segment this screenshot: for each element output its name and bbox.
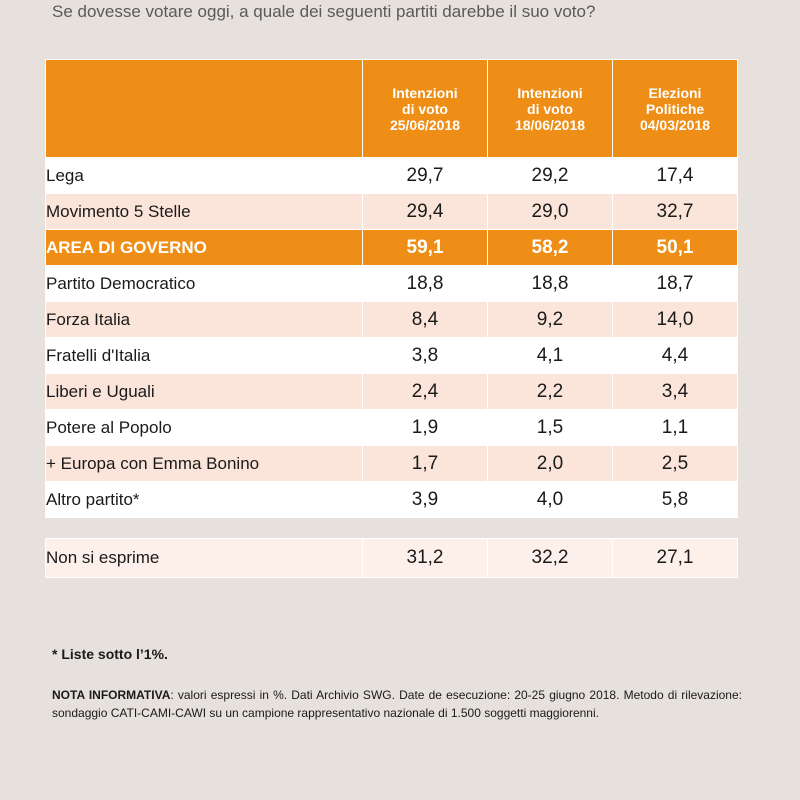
footnote: * Liste sotto l’1%. [52, 646, 168, 662]
value-cell: 2,0 [487, 445, 613, 482]
value-cell: 18,7 [612, 265, 738, 302]
row-label: Movimento 5 Stelle [45, 193, 363, 230]
header-col-3-line-1: Elezioni [648, 84, 702, 101]
value-cell: 3,4 [612, 373, 738, 410]
value-cell: 3,9 [362, 481, 488, 518]
header-col-3: Elezioni Politiche 04/03/2018 [612, 59, 738, 158]
table-row: Partito Democratico 18,8 18,8 18,7 [45, 265, 738, 302]
value-cell: 4,4 [612, 337, 738, 374]
table-row: Altro partito* 3,9 4,0 5,8 [45, 481, 738, 518]
value-cell: 2,5 [612, 445, 738, 482]
row-label: Potere al Popolo [45, 409, 363, 446]
row-label: Forza Italia [45, 301, 363, 338]
header-col-1-line-1: Intenzioni [392, 84, 458, 101]
value-cell: 14,0 [612, 301, 738, 338]
value-cell: 2,4 [362, 373, 488, 410]
value-cell: 2,2 [487, 373, 613, 410]
table-body: Lega 29,7 29,2 17,4 Movimento 5 Stelle 29,4 29… [45, 157, 738, 578]
value-cell: 29,2 [487, 157, 613, 194]
row-label: Lega [45, 157, 363, 194]
table-header-row: Intenzioni di voto 25/06/2018 Intenzioni… [45, 59, 738, 158]
header-col-3-line-3: 04/03/2018 [639, 116, 711, 133]
value-cell: 32,7 [612, 193, 738, 230]
header-col-2-line-2: di voto [527, 100, 573, 117]
header-col-2-line-3: 18/06/2018 [514, 116, 586, 133]
header-label-cell [45, 59, 363, 158]
table-row: Forza Italia 8,4 9,2 14,0 [45, 301, 738, 338]
header-col-1: Intenzioni di voto 25/06/2018 [362, 59, 488, 158]
poll-table: Intenzioni di voto 25/06/2018 Intenzioni… [45, 59, 738, 578]
value-cell: 1,7 [362, 445, 488, 482]
table-row: Liberi e Uguali 2,4 2,2 3,4 [45, 373, 738, 410]
header-col-1-line-2: di voto [402, 100, 448, 117]
value-cell: 8,4 [362, 301, 488, 338]
value-cell: 18,8 [487, 265, 613, 302]
header-col-2: Intenzioni di voto 18/06/2018 [487, 59, 613, 158]
value-cell: 27,1 [612, 538, 738, 578]
row-spacer [46, 518, 738, 539]
value-cell: 4,0 [487, 481, 613, 518]
note-text: : valori espressi in %. Dati Archivio SW… [52, 688, 742, 720]
row-label: Altro partito* [45, 481, 363, 518]
value-cell: 3,8 [362, 337, 488, 374]
summary-row: Non si esprime 31,2 32,2 27,1 [45, 538, 738, 578]
highlight-row: AREA DI GOVERNO 59,1 58,2 50,1 [45, 229, 738, 266]
spacer-cell [46, 518, 738, 539]
table-row: + Europa con Emma Bonino 1,7 2,0 2,5 [45, 445, 738, 482]
header-col-3-line-2: Politiche [645, 100, 705, 117]
table-row: Fratelli d'Italia 3,8 4,1 4,4 [45, 337, 738, 374]
row-label: Partito Democratico [45, 265, 363, 302]
table-row: Lega 29,7 29,2 17,4 [45, 157, 738, 194]
value-cell: 29,0 [487, 193, 613, 230]
row-label: Non si esprime [45, 538, 363, 578]
methodology-note: NOTA INFORMATIVA: valori espressi in %. … [52, 686, 742, 722]
value-cell: 5,8 [612, 481, 738, 518]
value-cell: 50,1 [612, 229, 738, 266]
value-cell: 29,7 [362, 157, 488, 194]
value-cell: 31,2 [362, 538, 488, 578]
table-row: Potere al Popolo 1,9 1,5 1,1 [45, 409, 738, 446]
value-cell: 59,1 [362, 229, 488, 266]
header-col-1-line-3: 25/06/2018 [389, 116, 461, 133]
value-cell: 1,9 [362, 409, 488, 446]
table-row: Movimento 5 Stelle 29,4 29,0 32,7 [45, 193, 738, 230]
header-col-2-line-1: Intenzioni [517, 84, 583, 101]
row-label: Fratelli d'Italia [45, 337, 363, 374]
row-label: AREA DI GOVERNO [45, 229, 363, 266]
survey-question: Se dovesse votare oggi, a quale dei segu… [52, 2, 596, 21]
value-cell: 1,5 [487, 409, 613, 446]
row-label: + Europa con Emma Bonino [45, 445, 363, 482]
value-cell: 29,4 [362, 193, 488, 230]
value-cell: 17,4 [612, 157, 738, 194]
note-title: NOTA INFORMATIVA [52, 688, 171, 702]
value-cell: 32,2 [487, 538, 613, 578]
row-label: Liberi e Uguali [45, 373, 363, 410]
value-cell: 18,8 [362, 265, 488, 302]
value-cell: 1,1 [612, 409, 738, 446]
value-cell: 9,2 [487, 301, 613, 338]
value-cell: 58,2 [487, 229, 613, 266]
value-cell: 4,1 [487, 337, 613, 374]
